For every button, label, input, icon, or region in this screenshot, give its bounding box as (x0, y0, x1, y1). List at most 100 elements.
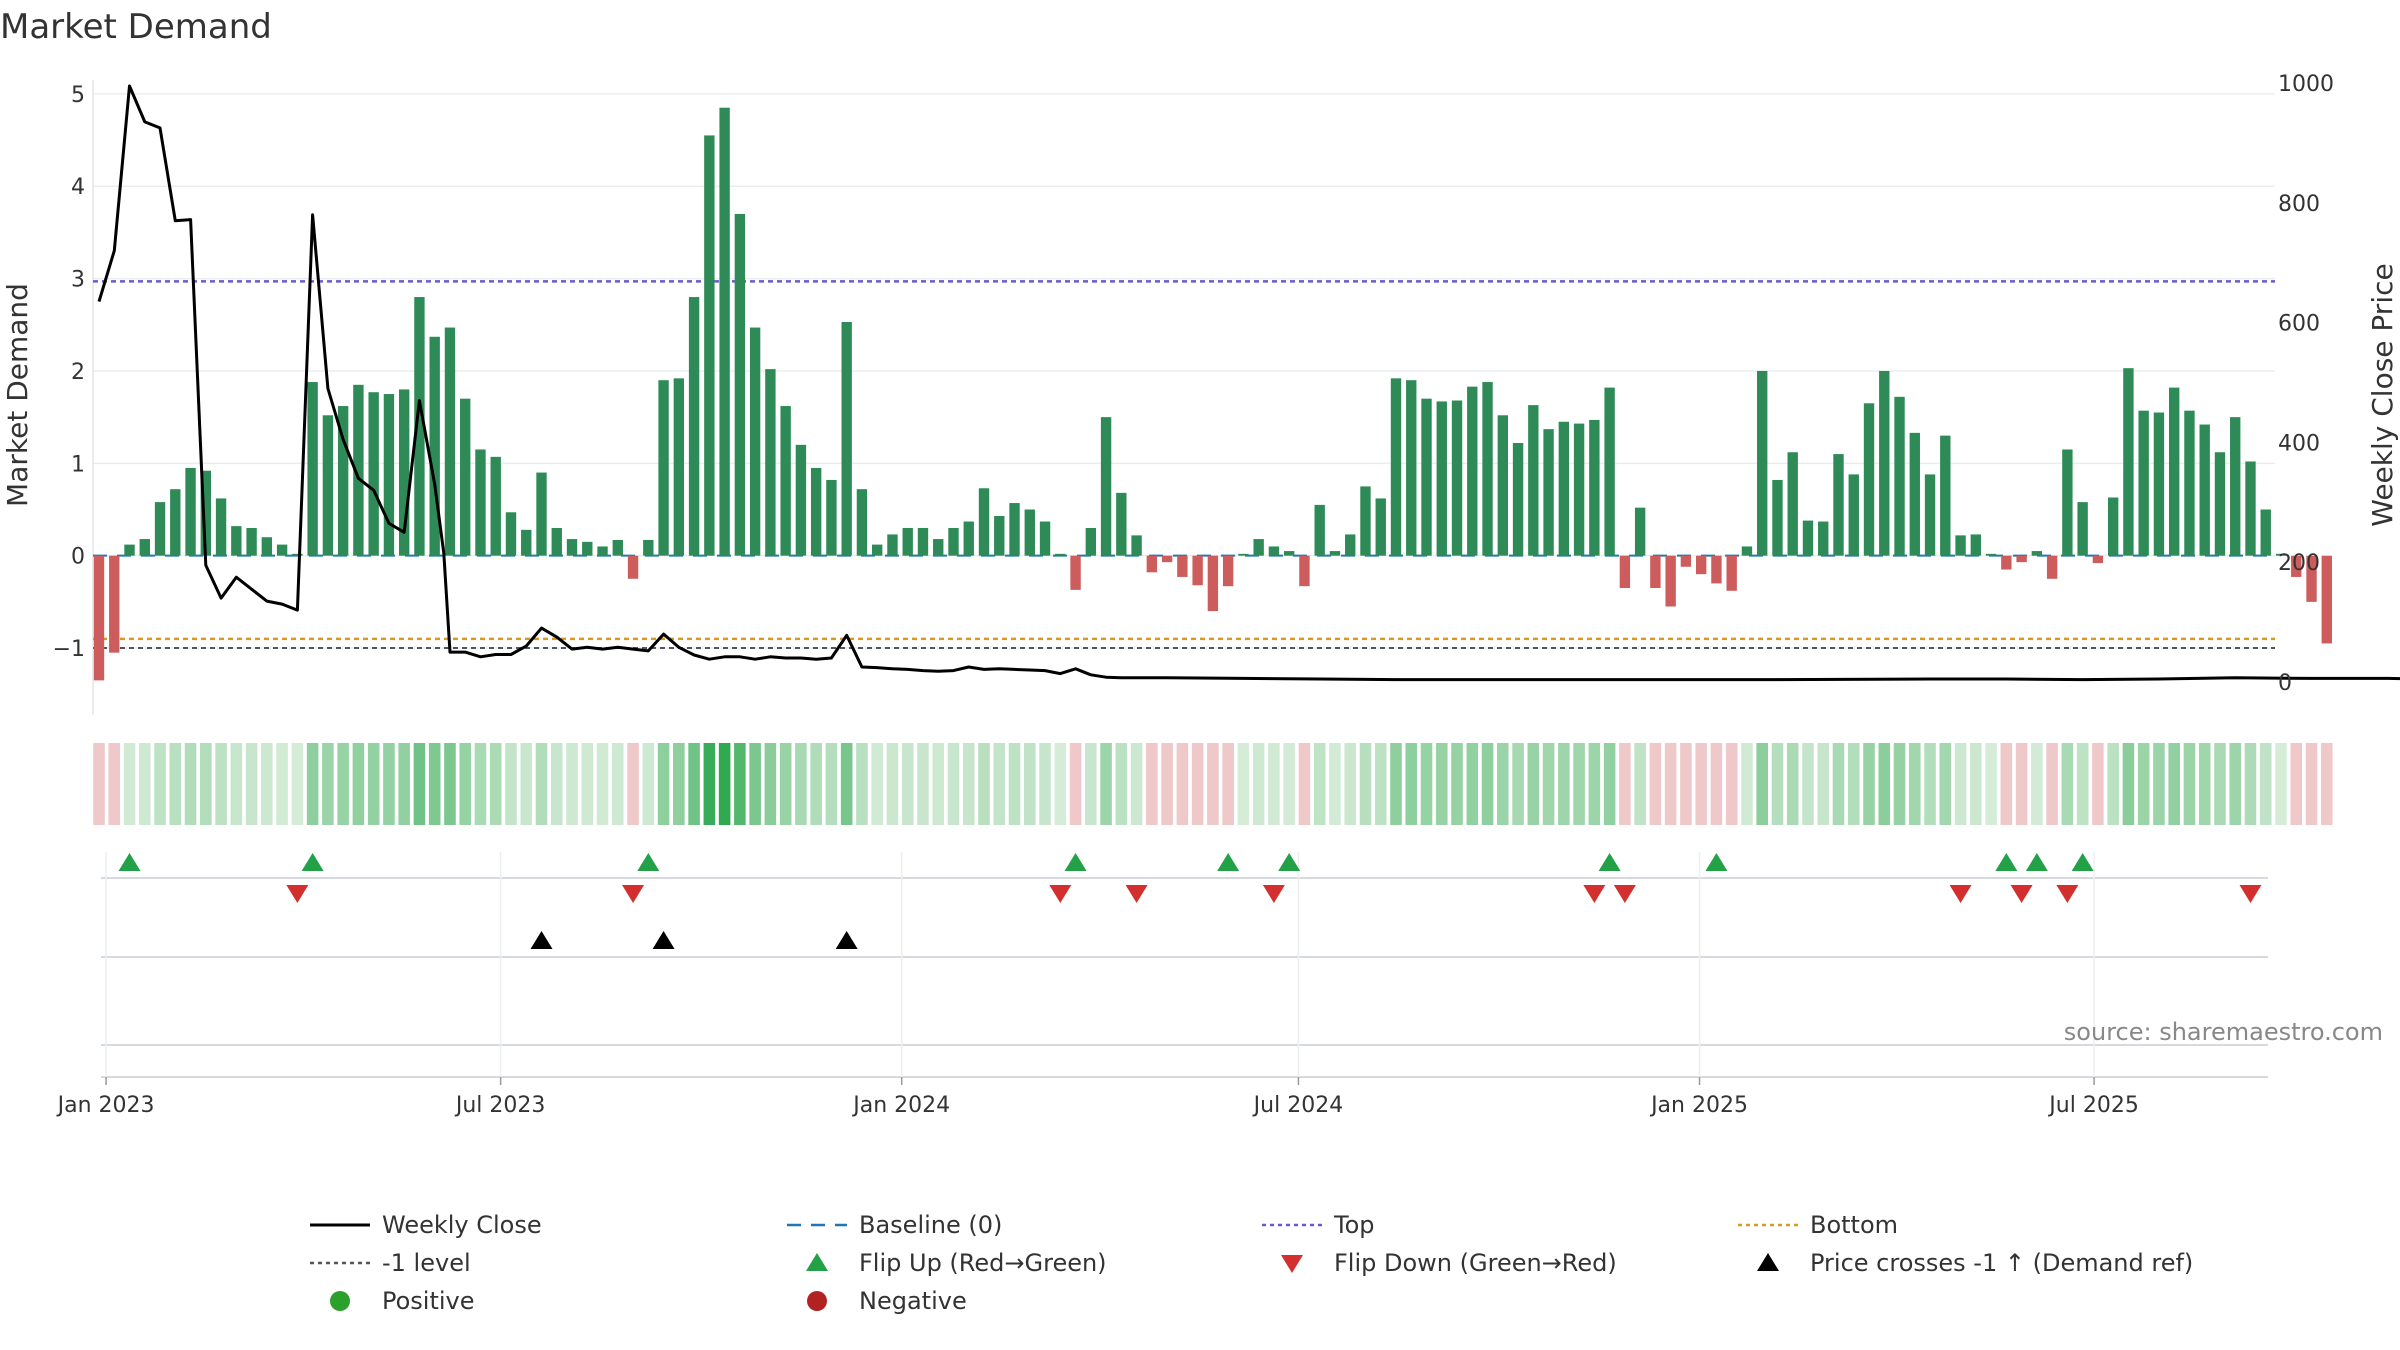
demand-bar (1238, 553, 1249, 556)
demand-bar (2184, 410, 2195, 556)
heat-cell (596, 743, 609, 825)
heat-cell (93, 743, 105, 825)
heat-cell (1451, 743, 1463, 825)
heat-cell (123, 743, 136, 825)
y-tick-label: 5 (71, 83, 85, 108)
demand-bar (1543, 429, 1554, 556)
demand-bar (215, 498, 227, 556)
demand-bar (1680, 555, 1692, 567)
demand-bar (368, 392, 379, 556)
heat-cell (444, 743, 456, 825)
flip-down-marker (1949, 885, 1972, 903)
demand-bar (322, 415, 334, 556)
demand-bar (276, 544, 288, 556)
heat-cell (1924, 743, 1936, 825)
y2-axis-label: Weekly Close Price (2366, 263, 2399, 526)
demand-bar (597, 546, 608, 556)
heat-cell (1603, 743, 1616, 825)
demand-bar (719, 107, 730, 556)
x-axis-ticks: Jan 2023 Jul 2023 Jan 2024 Jul 2024 Jan 2025… (56, 1077, 2139, 1118)
demand-bar (1390, 378, 1402, 556)
flip-down-marker (286, 885, 309, 903)
heat-cell (2076, 743, 2089, 825)
heat-cell (2305, 743, 2318, 825)
demand-bar (856, 489, 868, 556)
heat-cell (1222, 743, 1234, 825)
chart-title: Market Demand (0, 7, 272, 47)
demand-bar (872, 544, 883, 556)
heat-cell (322, 743, 334, 825)
demand-bar (1512, 443, 1524, 556)
heat-cell (1573, 743, 1585, 825)
demand-bar (917, 527, 929, 556)
demand-bar (2199, 424, 2210, 556)
demand-bar (1818, 521, 1829, 556)
heat-cell (184, 743, 197, 825)
heat-cell (734, 743, 746, 825)
demand-bar (1345, 534, 1356, 556)
heat-cell (947, 743, 960, 825)
heat-cell (550, 743, 563, 825)
heat-cell (901, 743, 914, 825)
heat-cell (2000, 743, 2013, 825)
demand-bar (749, 327, 761, 556)
heat-cell (169, 743, 182, 825)
demand-bar (1085, 527, 1097, 556)
demand-bar (490, 456, 501, 556)
demand-bar (536, 472, 547, 556)
demand-bar (2245, 461, 2256, 556)
demand-bar (398, 389, 410, 556)
heat-cell (1237, 743, 1250, 825)
demand-bar (124, 544, 135, 556)
demand-bar (429, 336, 440, 556)
demand-bar (627, 555, 639, 579)
heat-cell (1909, 743, 1921, 825)
heat-cell (1100, 743, 1112, 825)
demand-bar (1924, 474, 1936, 556)
heat-cell (383, 743, 395, 825)
demand-bar (1482, 382, 1493, 556)
heat-cell (779, 743, 792, 825)
heat-cell (886, 743, 899, 825)
y-tick-label: −1 (53, 637, 85, 662)
heat-cell (291, 743, 304, 825)
heat-cell (962, 743, 975, 825)
heat-cell (154, 743, 166, 825)
heat-cell (1954, 743, 1967, 825)
demand-bar (1802, 520, 1814, 556)
legend-swatch (1281, 1255, 1303, 1273)
demand-bar (200, 470, 211, 556)
legend-label: Price crosses -1 ↑ (Demand ref) (1810, 1249, 2193, 1277)
heat-cell (856, 743, 868, 825)
demand-bar (1131, 535, 1142, 556)
demand-bar (109, 555, 120, 653)
heat-cell (2015, 743, 2028, 825)
demand-bar (1726, 555, 1737, 591)
demand-bar (1177, 555, 1188, 577)
heat-cell (1313, 743, 1326, 825)
heat-cell (1420, 743, 1433, 825)
heat-cell (1863, 743, 1875, 825)
heat-cell (306, 743, 319, 825)
demand-bar (1879, 370, 1890, 556)
heat-cell (1374, 743, 1387, 825)
flip-up-marker (301, 853, 324, 871)
heat-cell (1970, 743, 1982, 825)
heat-cell (1435, 743, 1448, 825)
heat-cell (2290, 743, 2303, 825)
heat-cell (1512, 743, 1524, 825)
heat-cell (1725, 743, 1738, 825)
flip-down-marker (622, 885, 645, 903)
demand-bar (2016, 555, 2027, 563)
demand-bar (1283, 551, 1295, 556)
heat-cell (657, 743, 670, 825)
heat-cell (688, 743, 700, 825)
legend-label: Bottom (1810, 1211, 1898, 1239)
heat-cell (1252, 743, 1265, 825)
y-axis-label: Market Demand (1, 283, 34, 507)
y-tick-label: 2 (71, 360, 85, 385)
heat-cell (413, 743, 426, 825)
x-tick-label: Jan 2024 (851, 1093, 950, 1118)
weekly-close-path (97, 84, 2400, 682)
demand-bar (2138, 410, 2149, 556)
